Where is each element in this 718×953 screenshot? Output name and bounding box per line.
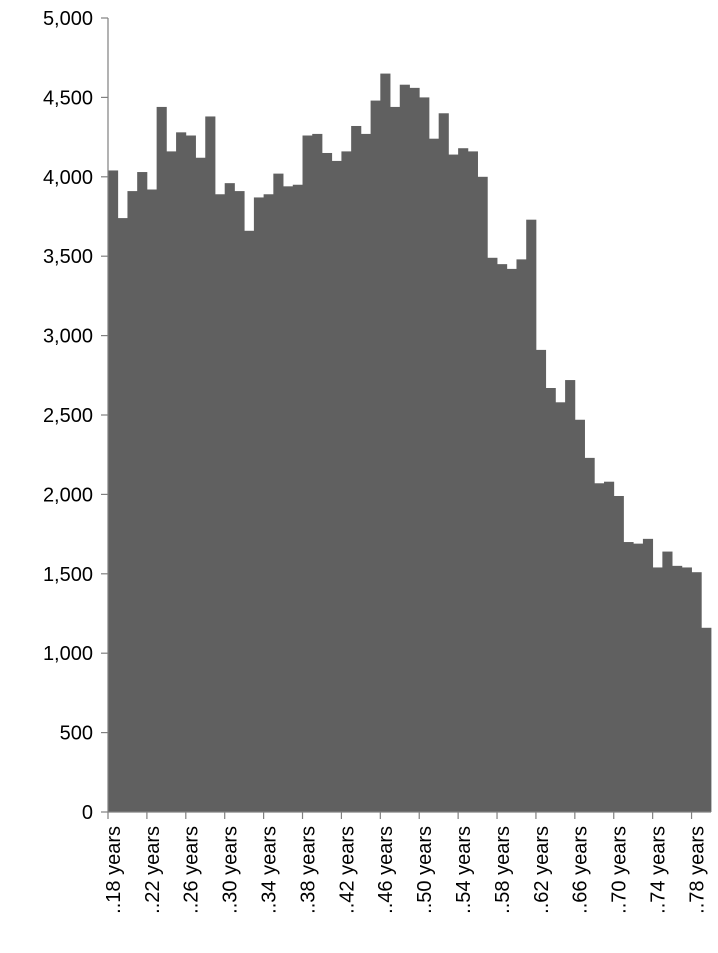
bar xyxy=(662,551,673,812)
bar xyxy=(195,157,206,813)
bar xyxy=(108,170,119,812)
y-tick-label: 1,000 xyxy=(43,643,93,665)
bar xyxy=(312,133,323,813)
bar xyxy=(146,189,158,812)
bar xyxy=(156,106,167,813)
bar xyxy=(399,84,410,812)
bar xyxy=(117,218,128,813)
bar xyxy=(574,419,585,812)
bar xyxy=(438,113,449,812)
bar xyxy=(477,176,488,813)
x-tick-label: ..62 years xyxy=(531,826,553,914)
bar xyxy=(224,183,235,812)
bar xyxy=(584,457,595,812)
bar xyxy=(691,572,702,812)
bar xyxy=(214,194,226,812)
x-tick-label: ..18 years xyxy=(103,826,125,914)
x-tick-label: ..30 years xyxy=(220,826,242,914)
bar xyxy=(594,483,605,812)
bar xyxy=(652,567,663,812)
bar xyxy=(292,184,303,813)
y-tick-label: 4,500 xyxy=(43,87,93,109)
bar xyxy=(613,495,624,812)
bar xyxy=(127,191,138,813)
bar xyxy=(166,151,177,812)
y-tick-label: 500 xyxy=(60,723,93,745)
bar xyxy=(244,230,255,813)
x-tick-label: ..26 years xyxy=(181,826,203,914)
x-tick-label: ..46 years xyxy=(375,826,397,914)
bar xyxy=(545,388,556,812)
bar xyxy=(467,151,478,812)
bar xyxy=(448,154,459,812)
bar xyxy=(390,106,401,813)
bar xyxy=(701,627,712,812)
bar xyxy=(176,132,187,813)
bar xyxy=(409,87,420,813)
bar xyxy=(487,257,498,812)
y-tick-label: 3,500 xyxy=(43,246,93,268)
bar xyxy=(341,151,352,812)
x-tick-label: ..34 years xyxy=(258,826,280,914)
bar xyxy=(526,219,537,812)
y-tick-label: 4,000 xyxy=(43,167,93,189)
x-axis-ticks: ..18 years ..22 years ..26 years ..30 years… xyxy=(103,812,708,914)
bar xyxy=(565,380,576,812)
bar xyxy=(370,100,381,812)
y-tick-label: 0 xyxy=(82,802,93,824)
bar xyxy=(633,543,644,812)
bar xyxy=(380,73,391,812)
x-tick-label: ..38 years xyxy=(297,826,319,914)
bar xyxy=(253,197,265,812)
bar xyxy=(205,116,216,812)
y-tick-label: 3,000 xyxy=(43,326,93,348)
bar xyxy=(185,135,196,812)
y-tick-label: 2,500 xyxy=(43,405,93,427)
bar xyxy=(623,542,634,812)
bar xyxy=(642,538,654,812)
bar xyxy=(321,152,333,813)
y-tick-label: 2,000 xyxy=(43,484,93,506)
bar xyxy=(516,259,527,812)
bar xyxy=(360,133,371,813)
x-tick-label: ..54 years xyxy=(453,826,475,914)
x-tick-label: ..66 years xyxy=(570,826,592,914)
bar xyxy=(535,349,547,812)
bar xyxy=(419,97,430,812)
x-tick-label: ..58 years xyxy=(492,826,514,914)
bar xyxy=(283,186,294,812)
y-axis-ticks: 0 500 1,000 1,500 2,000 2,500 3,000 3,500 4,000 4… xyxy=(43,8,108,824)
x-tick-label: ..22 years xyxy=(142,826,164,914)
x-tick-label: ..70 years xyxy=(609,826,631,914)
bar xyxy=(428,138,440,812)
bar xyxy=(497,264,508,812)
bar xyxy=(331,160,342,813)
bar xyxy=(137,172,148,813)
bar xyxy=(604,481,615,812)
y-tick-label: 1,500 xyxy=(43,564,93,586)
x-tick-label: ..50 years xyxy=(414,826,436,914)
x-tick-label: ..42 years xyxy=(336,826,358,914)
bar xyxy=(302,135,313,812)
bar xyxy=(234,191,245,813)
bar xyxy=(672,565,683,812)
bar xyxy=(273,173,284,812)
x-tick-label: ..74 years xyxy=(648,826,670,914)
bar xyxy=(506,268,517,812)
bar xyxy=(458,148,469,813)
bars-group xyxy=(108,73,712,813)
bar xyxy=(555,402,566,812)
bar xyxy=(351,125,362,813)
bar xyxy=(263,194,274,812)
x-tick-label: ..78 years xyxy=(686,826,708,914)
bar xyxy=(681,567,692,812)
y-tick-label: 5,000 xyxy=(43,8,93,30)
